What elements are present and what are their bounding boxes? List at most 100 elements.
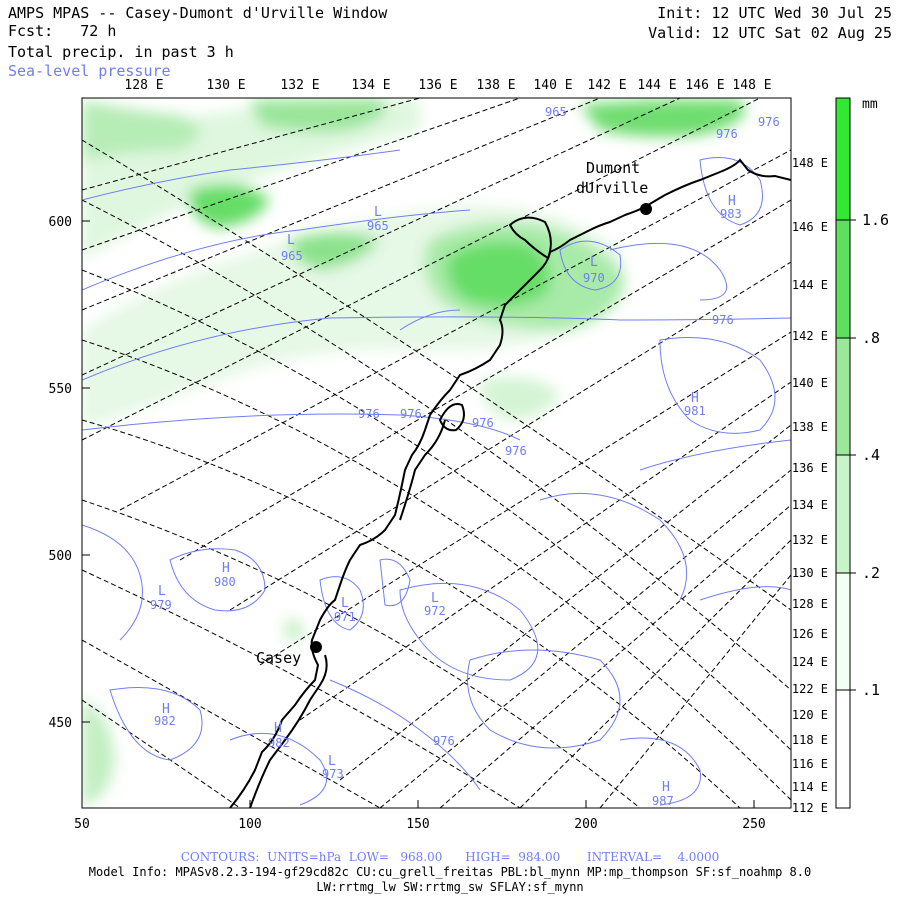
lon-label: 146 E [792,220,828,234]
casey-marker [310,641,322,653]
colorbar-swatch [836,338,850,455]
lon-label: 136 E [418,78,457,93]
map-frame [81,97,792,809]
forecast-hour: Fcst: 72 h [8,22,116,40]
lon-label: 120 E [792,708,828,722]
valid-time: Valid: 12 UTC Sat 02 Aug 25 [648,24,892,42]
high-center: H [222,561,230,576]
lon-label: 132 E [280,78,319,93]
lon-label: 128 E [124,78,163,93]
x-tick-labels: 50 100 150 200 250 [74,817,766,832]
lon-label: 112 E [792,801,828,815]
pressure-label: 980 [214,575,236,589]
low-center: L [341,596,349,611]
lon-label: 128 E [792,597,828,611]
pressure-label: 982 [268,736,290,750]
lon-label: 132 E [792,533,828,547]
station-casey: Casey [256,641,322,667]
colorbar-frame [835,97,851,809]
model-info: Model Info: MPASv8.2.3-194-gf29cd82c CU:… [88,865,812,879]
lon-label: 134 E [792,498,828,512]
pressure-label: 981 [684,404,706,418]
pressure-label: 976 [400,407,422,421]
pressure-labels: 965 976 965 965 970 976 983 976 976 976 … [150,105,780,808]
forecast-label: Fcst: [8,22,54,40]
colorbar-level: .4 [862,446,880,464]
pressure-label: 983 [720,207,742,221]
colorbar-level: .2 [862,564,880,582]
pressure-label: 976 [472,416,494,430]
colorbar-level: 1.6 [862,211,889,229]
lon-label: 126 E [792,627,828,641]
x-tick-label: 100 [238,817,261,832]
right-longitude-labels: 148 E 146 E 144 E 142 E 140 E 138 E 136 … [792,156,828,815]
y-tick-label: 500 [49,549,72,564]
latlon-grid [82,98,791,808]
colorbar-swatch [836,690,850,808]
pressure-label: 973 [322,767,344,781]
y-ticks [82,220,90,723]
lon-label: 142 E [792,329,828,343]
lon-label: 114 E [792,780,828,794]
pressure-label: 976 [716,127,738,141]
x-tick-label: 150 [406,817,429,832]
low-center: L [328,754,336,769]
high-center: H [274,721,282,736]
station-dumont-durville: Dumont dUrville [576,159,652,215]
colorbar-swatch [836,455,850,573]
colorbar-swatch [836,220,850,338]
casey-label: Casey [256,649,301,667]
low-center: L [158,584,166,599]
init-time: Init: 12 UTC Wed 30 Jul 25 [657,4,892,22]
y-tick-label: 550 [49,382,72,397]
pressure-label: 976 [433,734,455,748]
dumont-label-line2: dUrville [576,179,648,197]
colorbar-swatch [836,98,850,220]
pressure-contours [82,149,791,806]
dumont-label-line1: Dumont [586,159,640,177]
lon-label: 130 E [792,566,828,580]
pressure-centers: L L L H H L H L L H H L H [158,194,736,795]
pressure-label: 987 [652,794,674,808]
high-center: H [162,702,170,717]
lon-label: 134 E [351,78,390,93]
low-center: L [431,591,439,606]
overlay-name: Sea-level pressure [8,62,171,80]
top-longitude-labels: 128 E 130 E 132 E 134 E 136 E 138 E 140 … [124,78,771,93]
field-name: Total precip. in past 3 h [8,43,234,61]
high-center: H [691,391,699,406]
y-tick-labels: 450 500 550 600 [49,215,72,731]
pressure-label: 965 [281,249,303,263]
y-tick-label: 450 [49,716,72,731]
pressure-label: 976 [758,115,780,129]
dumont-marker [640,203,652,215]
x-tick-label: 200 [574,817,597,832]
pressure-label: 976 [505,444,527,458]
low-center: L [287,233,295,248]
forecast-value: 72 h [80,22,117,40]
colorbar-swatch [836,573,850,690]
lon-label: 140 E [792,376,828,390]
colorbar-unit: mm [862,97,878,112]
colorbar: mm 1.6 .8 .4 .2 .1 [835,97,889,809]
map-title: AMPS MPAS -- Casey-Dumont d'Urville Wind… [8,4,388,22]
low-center: L [374,205,382,220]
pressure-label: 971 [334,610,356,624]
lon-label: 116 E [792,757,828,771]
map-plot: Casey Dumont dUrville 965 976 965 965 97… [49,78,890,832]
x-tick-label: 250 [742,817,765,832]
contour-info: CONTOURS: UNITS=hPa LOW= 968.00 HIGH= 98… [180,850,720,864]
y-tick-label: 600 [49,215,72,230]
lon-label: 146 E [685,78,724,93]
lon-label: 138 E [476,78,515,93]
colorbar-level: .8 [862,329,880,347]
lon-label: 148 E [792,156,828,170]
lon-label: 144 E [637,78,676,93]
pressure-label: 979 [150,598,172,612]
lon-label: 124 E [792,655,828,669]
pressure-label: 965 [545,105,567,119]
lon-label: 130 E [206,78,245,93]
pressure-label: 982 [154,714,176,728]
model-info-line2: LW:rrtmg_lw SW:rrtmg_sw SFLAY:sf_mynn [316,880,584,894]
pressure-label: 972 [424,604,446,618]
